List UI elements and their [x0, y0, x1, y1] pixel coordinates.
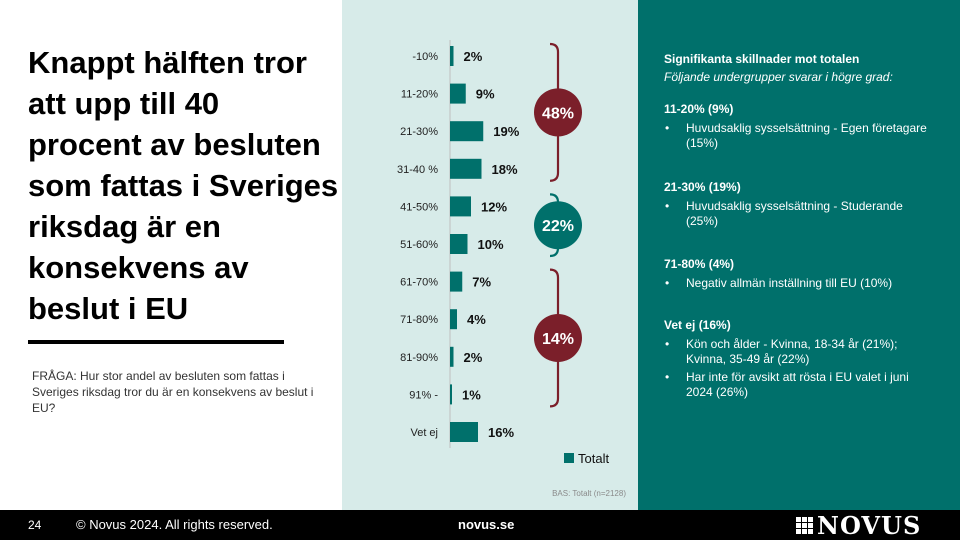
value-label: 18%: [492, 162, 518, 177]
group-bullet: Kön och ålder - Kvinna, 18-34 år (21%); …: [664, 337, 936, 367]
group-bullet: Huvudsaklig sysselsättning - Egen företa…: [664, 121, 936, 151]
value-label: 19%: [493, 124, 519, 139]
value-label: 2%: [464, 350, 483, 365]
page-number: 24: [28, 518, 42, 532]
group-bullet: Huvudsaklig sysselsättning - Studerande …: [664, 199, 936, 229]
significance-panel: Signifikanta skillnader mot totalen Följ…: [638, 0, 960, 510]
copyright: © Novus 2024. All rights reserved.: [76, 517, 273, 532]
bar: [450, 121, 484, 142]
logo-text: NOVUS: [817, 510, 922, 540]
bar: [450, 346, 454, 367]
bar-chart: -10% 2% 11-20% 9% 21-30% 19% 31-40 % 18% 41-50% 1…: [397, 40, 609, 466]
chart-panel: -10% 2% 11-20% 9% 21-30% 19% 31-40 % 18% 41-50% 1…: [342, 0, 638, 510]
page-title: Knappt hälften tror att upp till 40 proc…: [28, 45, 339, 326]
bar: [450, 309, 457, 330]
group-circle: [534, 88, 582, 137]
group-circle: [534, 314, 582, 362]
category-label: -10%: [412, 51, 438, 63]
group-bullet: Har inte för avsikt att rösta i EU valet…: [664, 370, 936, 400]
significance-subtitle: Följande undergrupper svarar i högre gra…: [664, 70, 893, 84]
bar: [450, 196, 471, 217]
group-circle: [534, 201, 582, 250]
category-label: 91% -: [409, 389, 438, 401]
group-bullet: Negativ allmän inställning till EU (10%): [664, 276, 936, 291]
legend-label: Totalt: [578, 451, 609, 466]
significance-group: 11-20% (9%) Huvudsaklig sysselsättning -…: [664, 102, 936, 154]
category-label: 41-50%: [400, 201, 438, 213]
bar: [450, 83, 466, 104]
value-label: 1%: [462, 387, 481, 402]
footer: 24 © Novus 2024. All rights reserved. no…: [0, 510, 960, 540]
category-label: 81-90%: [400, 352, 438, 364]
value-label: 9%: [476, 87, 495, 102]
left-column: Knappt hälften tror att upp till 40 proc…: [0, 0, 342, 510]
group-title: 71-80% (4%): [664, 257, 735, 271]
bar: [450, 384, 452, 405]
value-label: 4%: [467, 312, 486, 327]
category-label: 31-40 %: [397, 164, 438, 176]
category-label: Vet ej: [410, 427, 438, 439]
group-label: 22%: [542, 218, 574, 235]
bar: [450, 46, 454, 66]
value-label: 12%: [481, 199, 507, 214]
value-label: 16%: [488, 425, 514, 440]
value-label: 10%: [478, 237, 504, 252]
category-label: 51-60%: [400, 239, 438, 251]
base-note: BAS: Totalt (n=2128): [552, 489, 626, 498]
value-label: 2%: [464, 49, 483, 64]
bar: [450, 158, 482, 179]
logo-mark-icon: [796, 516, 813, 534]
significance-title: Signifikanta skillnader mot totalen: [664, 52, 860, 66]
title-underline: [28, 340, 284, 344]
category-label: 61-70%: [400, 277, 438, 289]
group-title: Vet ej (16%): [664, 318, 731, 332]
group-label: 48%: [542, 105, 574, 122]
category-label: 71-80%: [400, 314, 438, 326]
group-title: 21-30% (19%): [664, 180, 741, 194]
survey-question: FRÅGA: Hur stor andel av besluten som fa…: [32, 369, 314, 415]
category-label: 11-20%: [401, 89, 438, 101]
group-title: 11-20% (9%): [664, 102, 734, 116]
novus-logo: NOVUS: [796, 510, 922, 540]
significance-group: 71-80% (4%) Negativ allmän inställning t…: [664, 257, 936, 294]
legend-swatch: [564, 453, 574, 463]
significance-group: Vet ej (16%) Kön och ålder - Kvinna, 18-…: [664, 318, 936, 403]
bar: [450, 234, 468, 254]
bar: [450, 422, 478, 442]
site-link[interactable]: novus.se: [458, 517, 515, 532]
category-label: 21-30%: [400, 126, 438, 138]
significance-group: 21-30% (19%) Huvudsaklig sysselsättning …: [664, 180, 936, 232]
value-label: 7%: [472, 275, 491, 290]
bar: [450, 271, 463, 292]
group-label: 14%: [542, 331, 574, 348]
